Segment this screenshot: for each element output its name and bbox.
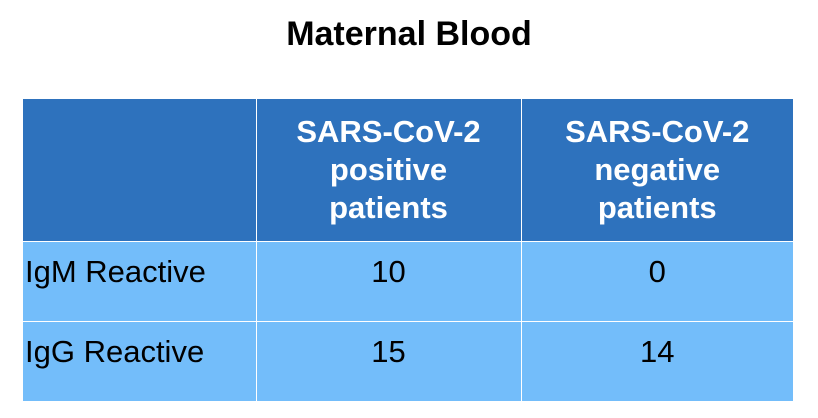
table-cell: 14 — [521, 320, 793, 401]
table-header-row: SARS-CoV-2 positive patients SARS-CoV-2 … — [23, 99, 793, 241]
header-cell-positive: SARS-CoV-2 positive patients — [256, 99, 522, 241]
header-line: SARS-CoV-2 — [296, 113, 481, 149]
header-line: negative — [594, 151, 721, 187]
table-row: IgM Reactive 10 0 — [23, 240, 793, 321]
table-cell: 15 — [256, 320, 522, 401]
table-row: IgG Reactive 15 14 — [23, 320, 793, 401]
table-cell: 10 — [256, 240, 522, 321]
header-line: positive — [329, 151, 448, 187]
header-cell-empty — [23, 99, 257, 241]
page-title: Maternal Blood — [286, 15, 532, 53]
header-cell-negative: SARS-CoV-2 negative patients — [521, 99, 793, 241]
header-line: patients — [329, 189, 448, 225]
header-line: SARS-CoV-2 — [565, 113, 750, 149]
data-table: SARS-CoV-2 positive patients SARS-CoV-2 … — [23, 99, 793, 401]
row-label: IgM Reactive — [23, 240, 257, 321]
table-cell: 0 — [521, 240, 793, 321]
row-label: IgG Reactive — [23, 320, 257, 401]
header-line: patients — [597, 189, 717, 225]
